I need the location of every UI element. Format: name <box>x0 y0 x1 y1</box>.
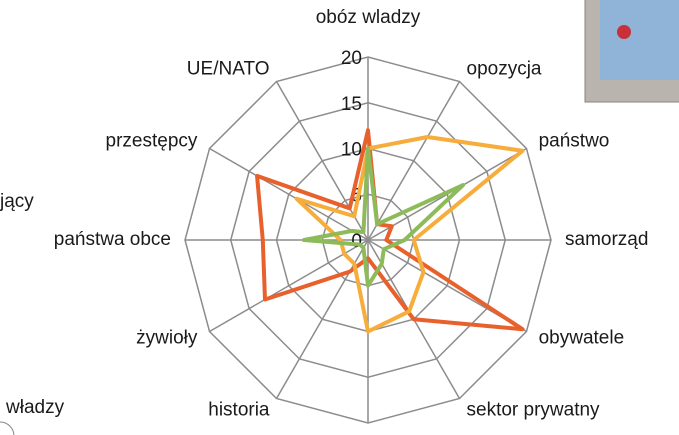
category-label: przestępcy <box>106 131 198 152</box>
y-tick-label: 15 <box>341 94 362 115</box>
y-tick-label: 20 <box>341 48 362 69</box>
category-label: samorząd <box>565 229 648 250</box>
y-tick-label: 0 <box>351 231 362 252</box>
y-tick-label: 10 <box>341 140 362 161</box>
picture-frame <box>585 0 679 102</box>
category-label: historia <box>208 400 270 421</box>
cropped-label: władzy <box>5 397 65 418</box>
category-label: sektor prywatny <box>467 400 601 421</box>
page: jący władzy 05101520obóz wladzyopozycjap… <box>0 0 679 435</box>
category-label: państwa obce <box>54 229 171 250</box>
category-label: żywioły <box>136 328 198 349</box>
category-label: obywatele <box>539 328 625 349</box>
category-label: opozycja <box>467 58 542 79</box>
category-label: obóz wladzy <box>316 7 421 28</box>
category-label: UE/NATO <box>187 58 270 79</box>
category-label: państwo <box>539 131 610 152</box>
cropped-label: jący <box>0 191 34 212</box>
chart: jący władzy 05101520obóz wladzyopozycjap… <box>0 0 679 435</box>
